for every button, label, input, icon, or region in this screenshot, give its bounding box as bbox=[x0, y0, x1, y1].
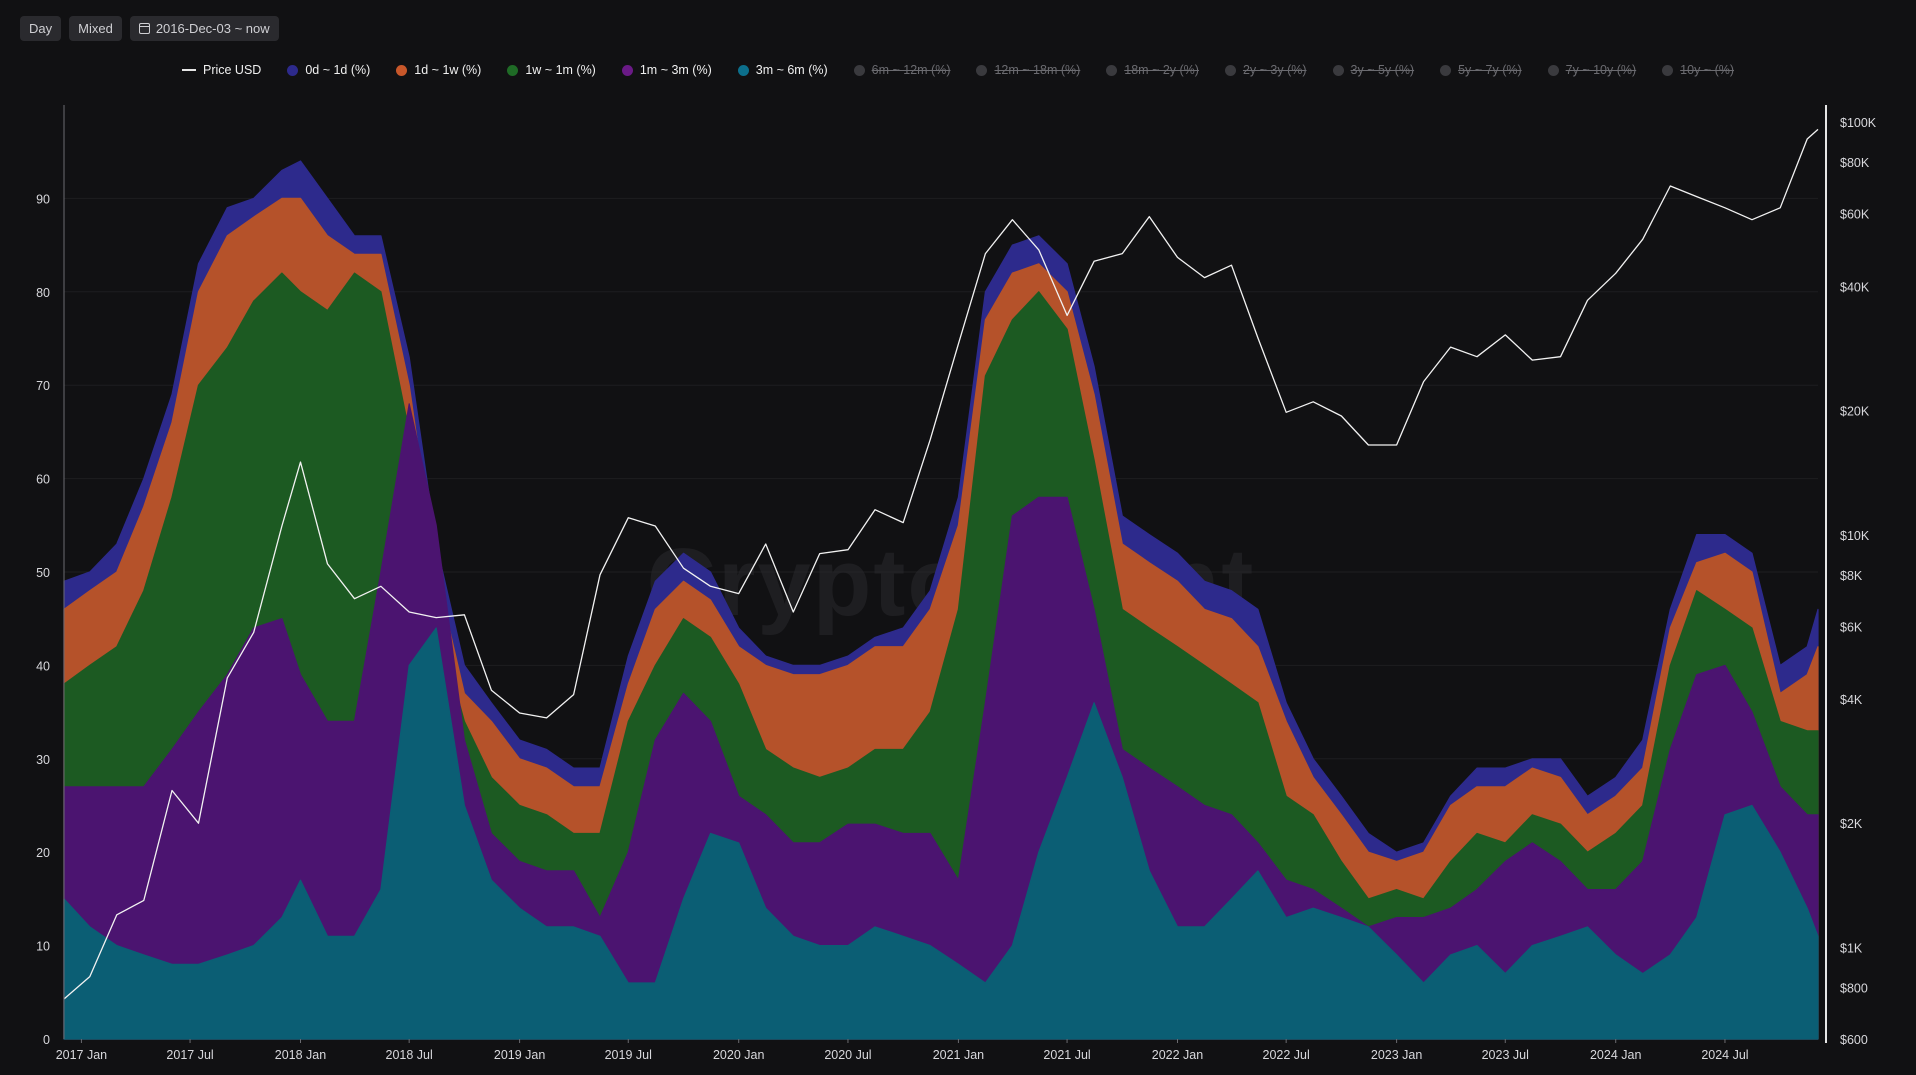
legend-dot-icon bbox=[621, 64, 633, 76]
y-left-tick-label: 70 bbox=[36, 379, 50, 393]
y-right-tick-label: $100K bbox=[1840, 116, 1877, 130]
x-tick-label: 2020 Jul bbox=[824, 1048, 871, 1062]
toolbar: Day Mixed 2016-Dec-03 ~ now bbox=[20, 16, 279, 41]
legend-label: 5y ~ 7y (%) bbox=[1458, 63, 1522, 77]
legend-item-13[interactable]: 10y ~ (%) bbox=[1662, 63, 1734, 77]
y-right-tick-label: $6K bbox=[1840, 620, 1863, 634]
x-tick-label: 2019 Jul bbox=[605, 1048, 652, 1062]
mixed-button-label: Mixed bbox=[78, 21, 113, 36]
calendar-icon bbox=[138, 23, 150, 34]
chart-canvas[interactable]: 0102030405060708090CryptoQuant$600$800$1… bbox=[0, 95, 1916, 1075]
y-right-tick-label: $600 bbox=[1840, 1033, 1868, 1047]
legend-dot-icon bbox=[507, 64, 519, 76]
legend-dot-icon bbox=[737, 64, 749, 76]
price-usd-line bbox=[63, 128, 1819, 1000]
y-right-tick-label: $800 bbox=[1840, 981, 1868, 995]
y-left-tick-label: 40 bbox=[36, 659, 50, 673]
legend-item-3[interactable]: 1w ~ 1m (%) bbox=[507, 63, 596, 77]
legend-item-6[interactable]: 6m ~ 12m (%) bbox=[853, 63, 951, 77]
y-left-tick-label: 10 bbox=[36, 940, 50, 954]
legend-item-4[interactable]: 1m ~ 3m (%) bbox=[621, 63, 712, 77]
area-series-1 bbox=[63, 403, 1819, 1040]
x-tick-label: 2021 Jul bbox=[1043, 1048, 1090, 1062]
y-right-tick-label: $10K bbox=[1840, 529, 1870, 543]
y-left-tick-label: 20 bbox=[36, 846, 50, 860]
date-range-button[interactable]: 2016-Dec-03 ~ now bbox=[129, 16, 279, 41]
legend-label: 0d ~ 1d (%) bbox=[305, 63, 371, 77]
legend-label: 7y ~ 10y (%) bbox=[1565, 63, 1637, 77]
date-range-label: 2016-Dec-03 ~ now bbox=[155, 21, 270, 36]
legend-item-0[interactable]: Price USD bbox=[181, 63, 262, 77]
legend-dot-icon bbox=[287, 64, 299, 76]
y-right-tick-label: $40K bbox=[1840, 280, 1870, 294]
legend-dot-icon bbox=[1332, 64, 1344, 76]
legend-item-9[interactable]: 2y ~ 3y (%) bbox=[1224, 63, 1307, 77]
legend-item-1[interactable]: 0d ~ 1d (%) bbox=[287, 63, 370, 77]
legend-label: 10y ~ (%) bbox=[1680, 63, 1735, 77]
legend-label: Price USD bbox=[202, 63, 262, 77]
legend-line-icon bbox=[181, 69, 196, 71]
y-right-tick-label: $20K bbox=[1840, 405, 1870, 419]
y-left-tick-label: 60 bbox=[36, 473, 50, 487]
y-right-tick-label: $2K bbox=[1840, 817, 1863, 831]
legend-item-8[interactable]: 18m ~ 2y (%) bbox=[1106, 63, 1199, 77]
y-left-tick-label: 50 bbox=[36, 566, 50, 580]
legend-label: 1m ~ 3m (%) bbox=[639, 63, 712, 77]
legend-label: 6m ~ 12m (%) bbox=[871, 63, 951, 77]
legend-label: 18m ~ 2y (%) bbox=[1124, 63, 1199, 77]
x-tick-label: 2019 Jan bbox=[494, 1048, 545, 1062]
legend-label: 3m ~ 6m (%) bbox=[755, 63, 828, 77]
legend-dot-icon bbox=[976, 64, 988, 76]
chart-legend: Price USD 0d ~ 1d (%) 1d ~ 1w (%) 1w ~ 1m (… bbox=[0, 63, 1916, 77]
y-right-tick-label: $8K bbox=[1840, 569, 1863, 583]
legend-item-5[interactable]: 3m ~ 6m (%) bbox=[737, 63, 828, 77]
x-tick-label: 2024 Jul bbox=[1701, 1048, 1748, 1062]
x-tick-label: 2021 Jan bbox=[933, 1048, 984, 1062]
legend-dot-icon bbox=[1547, 64, 1559, 76]
y-right-tick-label: $4K bbox=[1840, 693, 1863, 707]
legend-item-7[interactable]: 12m ~ 18m (%) bbox=[976, 63, 1080, 77]
legend-dot-icon bbox=[1106, 64, 1118, 76]
y-left-tick-label: 90 bbox=[36, 192, 50, 206]
legend-label: 12m ~ 18m (%) bbox=[994, 63, 1081, 77]
x-tick-label: 2023 Jul bbox=[1482, 1048, 1529, 1062]
x-tick-label: 2020 Jan bbox=[713, 1048, 764, 1062]
legend-label: 1w ~ 1m (%) bbox=[525, 63, 596, 77]
x-tick-label: 2022 Jul bbox=[1263, 1048, 1310, 1062]
legend-dot-icon bbox=[1440, 64, 1452, 76]
mixed-button[interactable]: Mixed bbox=[69, 16, 122, 41]
legend-item-11[interactable]: 5y ~ 7y (%) bbox=[1440, 63, 1522, 77]
area-series-0 bbox=[63, 627, 1819, 1040]
legend-label: 1d ~ 1w (%) bbox=[414, 63, 482, 77]
x-tick-label: 2023 Jan bbox=[1371, 1048, 1422, 1062]
y-right-tick-label: $80K bbox=[1840, 156, 1870, 170]
y-right-tick-label: $60K bbox=[1840, 208, 1870, 222]
y-left-tick-label: 0 bbox=[43, 1033, 50, 1047]
legend-label: 3y ~ 5y (%) bbox=[1350, 63, 1415, 77]
legend-dot-icon bbox=[396, 64, 408, 76]
x-tick-label: 2024 Jan bbox=[1590, 1048, 1641, 1062]
y-left-tick-label: 80 bbox=[36, 286, 50, 300]
y-left-tick-label: 30 bbox=[36, 753, 50, 767]
x-tick-label: 2018 Jul bbox=[386, 1048, 433, 1062]
day-button-label: Day bbox=[29, 21, 53, 36]
y-right-tick-label: $1K bbox=[1840, 941, 1863, 955]
legend-item-12[interactable]: 7y ~ 10y (%) bbox=[1547, 63, 1637, 77]
legend-dot-icon bbox=[1224, 64, 1236, 76]
legend-dot-icon bbox=[1662, 64, 1674, 76]
legend-dot-icon bbox=[853, 64, 865, 76]
x-tick-label: 2022 Jan bbox=[1152, 1048, 1203, 1062]
legend-label: 2y ~ 3y (%) bbox=[1242, 63, 1307, 77]
x-tick-label: 2017 Jul bbox=[166, 1048, 213, 1062]
x-tick-label: 2018 Jan bbox=[275, 1048, 326, 1062]
x-tick-label: 2017 Jan bbox=[56, 1048, 107, 1062]
legend-item-2[interactable]: 1d ~ 1w (%) bbox=[396, 63, 481, 77]
legend-item-10[interactable]: 3y ~ 5y (%) bbox=[1332, 63, 1415, 77]
day-button[interactable]: Day bbox=[20, 16, 62, 41]
